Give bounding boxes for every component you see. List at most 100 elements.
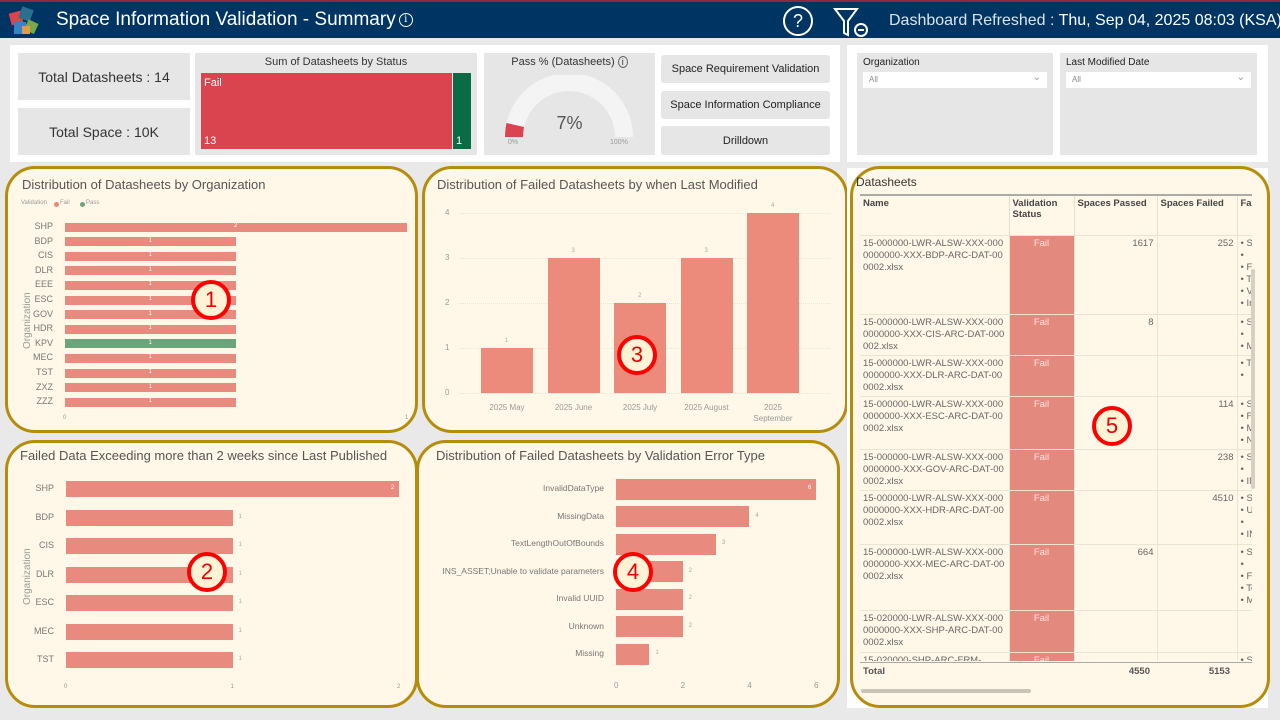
data-label: 1 (148, 325, 152, 332)
category-label: MEC (33, 352, 53, 363)
last-modified-value: All (1072, 75, 1081, 84)
table-row[interactable]: 15-000000-LWR-ALSW-XXX-0000000000-XXX-ME… (860, 543, 1252, 610)
help-icon[interactable]: ? (783, 6, 813, 36)
category-label: TST (37, 654, 54, 664)
kpi-total-space: Total Space : 10K (18, 108, 190, 155)
category-label: InvalidDataType (543, 483, 604, 493)
bar (65, 251, 236, 261)
gauge-title: Pass % (Datasheets) i (484, 56, 655, 68)
vertical-scrollbar[interactable] (1251, 269, 1255, 489)
organization-value: All (869, 75, 878, 84)
fail-label: Fail (204, 77, 222, 89)
gridline (460, 393, 830, 394)
category-label: HDR (33, 323, 54, 334)
table-viewport[interactable]: Name Validation Status Spaces Passed Spa… (860, 194, 1252, 661)
table-row[interactable]: 15-000000-LWR-ALSW-XXX-0000000000-XXX-ES… (860, 395, 1252, 449)
data-label: 1 (238, 542, 242, 548)
datasheets-table: Name Validation Status Spaces Passed Spa… (860, 196, 1252, 661)
x-tick-label: 4 (747, 681, 752, 690)
annotation-badge-1: 1 (191, 280, 231, 320)
category-label: DLR (35, 568, 54, 579)
cell-failure-reasons: • Sp • • M (1236, 313, 1252, 355)
info-icon[interactable]: i (617, 56, 628, 68)
annotation-badge-4: 4 (613, 552, 653, 592)
treemap-pass-tile[interactable]: 1 (453, 73, 471, 149)
last-modified-slicer-label: Last Modified Date (1066, 57, 1150, 68)
clear-filters-icon[interactable] (832, 6, 870, 38)
category-label: SHP (35, 483, 54, 493)
bar (65, 353, 236, 363)
table-row[interactable]: 15-020000-SHP-ARC-FRM-Fail • Sp (860, 651, 1252, 661)
data-label: 1 (148, 296, 152, 302)
cell-spaces-failed: 4510 (1156, 489, 1237, 544)
y-axis-title: Organization (22, 548, 33, 605)
x-tick-label: 0 (63, 415, 67, 421)
bar (616, 506, 750, 527)
info-icon[interactable]: i (398, 12, 413, 27)
bar (547, 258, 600, 393)
legend-title: Validation (21, 200, 47, 206)
table-row[interactable]: 15-020000-LWR-ALSW-XXX-0000000000-XXX-SH… (860, 609, 1252, 652)
bar (65, 383, 236, 393)
bar (65, 397, 236, 407)
cell-spaces-failed: 238 (1156, 448, 1237, 490)
cell-validation-status: Fail (1008, 448, 1074, 490)
table-row[interactable]: 15-000000-LWR-ALSW-XXX-0000000000-XXX-BD… (860, 234, 1252, 314)
table-row[interactable]: 15-000000-LWR-ALSW-XXX-0000000000-XXX-DL… (860, 354, 1252, 396)
category-label: SHP (34, 221, 53, 231)
bar (65, 280, 236, 290)
data-label: 2 (688, 595, 692, 601)
annotation-badge-2: 2 (187, 552, 227, 592)
cell-validation-status: Fail (1008, 489, 1074, 544)
annotation-badge-3: 3 (617, 335, 657, 375)
table-row[interactable]: 15-000000-LWR-ALSW-XXX-0000000000-XXX-CI… (860, 313, 1252, 355)
bar (66, 538, 233, 554)
col-header-validation-status[interactable]: Validation Status (1008, 196, 1074, 235)
category-label: CIS (37, 250, 53, 261)
data-label: 1 (148, 383, 152, 390)
col-header-failures[interactable]: Fa (1236, 196, 1252, 235)
category-label: BDP (34, 235, 53, 246)
bar (66, 481, 399, 497)
drilldown-button[interactable]: Drilldown (661, 126, 830, 155)
col-header-name[interactable]: Name (863, 198, 889, 209)
space-requirement-validation-button[interactable]: Space Requirement Validation (661, 55, 830, 83)
col-header-spaces-passed[interactable]: Spaces Passed (1073, 196, 1157, 235)
cell-spaces-failed: 252 (1156, 234, 1237, 314)
table-title: Datasheets (856, 175, 917, 189)
treemap-fail-tile[interactable]: Fail 13 (201, 73, 452, 149)
data-label: 3 (722, 540, 726, 546)
last-modified-dropdown[interactable]: All ⌄ (1066, 72, 1251, 88)
table-row[interactable]: 15-000000-LWR-ALSW-XXX-0000000000-XXX-HD… (860, 489, 1252, 544)
pass-gauge-card: Pass % (Datasheets) i 7% 0% 100% (484, 53, 655, 155)
category-label: KPV (34, 337, 53, 348)
cell-validation-status: Fail (1008, 354, 1074, 396)
cell-validation-status: Fail (1008, 543, 1074, 610)
cell-failure-reasons: • Sp • Fr • M • N (1236, 395, 1252, 449)
bar (65, 295, 236, 305)
bar (616, 588, 683, 610)
x-tick-label: 1 (405, 415, 409, 421)
category-label: Invalid UUID (556, 593, 604, 603)
gauge-min: 0% (508, 139, 519, 146)
cell-validation-status: Fail (1008, 609, 1074, 652)
space-information-compliance-button[interactable]: Space Information Compliance (661, 91, 830, 119)
total-passed: 4550 (1128, 666, 1150, 677)
table-row[interactable]: 15-000000-LWR-ALSW-XXX-0000000000-XXX-GO… (860, 448, 1252, 490)
last-modified-slicer: Last Modified Date All ⌄ (1060, 53, 1257, 155)
annotation-badge-5: 5 (1092, 406, 1132, 446)
cell-spaces-passed (1073, 448, 1157, 490)
category-label: ZZZ (36, 396, 54, 407)
bar (65, 324, 236, 334)
horizontal-scrollbar[interactable] (861, 689, 1031, 693)
data-label: 1 (148, 310, 152, 317)
organization-dropdown[interactable]: All ⌄ (863, 72, 1047, 88)
data-label: 4 (755, 512, 759, 519)
y-tick-label: 4 (445, 208, 450, 217)
col-header-spaces-failed[interactable]: Spaces Failed (1156, 196, 1237, 235)
datasheets-table-panel: Name Validation Status Spaces Passed Spa… (850, 166, 1270, 708)
bar (747, 213, 799, 393)
refresh-value: Thu, Sep 04, 2025 08:03 (KSA) (1058, 12, 1280, 29)
refresh-timestamp: Dashboard Refreshed : Thu, Sep 04, 2025 … (889, 12, 1280, 30)
gauge-max: 100% (610, 139, 628, 146)
